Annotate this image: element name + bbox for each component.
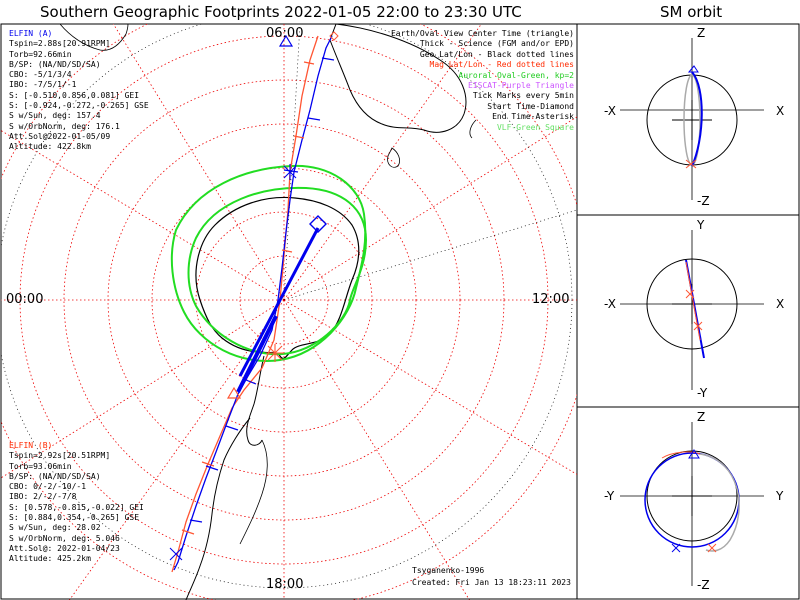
end-asterisk-c-icon [169,547,183,561]
elfin-b-line: S w/OrbNorm, deg: 5.046 [9,533,120,543]
orbit3-top-label: Z [697,410,706,424]
orbit3-left-label: -Y [604,489,615,503]
polar-map [1,24,577,600]
elfin-b-line: Torb=93.06min [9,461,72,471]
legend-item: Mag Lat/Lon - Red dotted lines [429,60,575,70]
legend-item: Earth/Oval View Center Time (triangle) [390,29,574,38]
south-america-coast [185,417,251,600]
legend-item: Start Time-Diamond [487,101,574,111]
created-timestamp: Created: Fri Jan 13 18:23:11 2023 [412,578,571,587]
legend: Earth/Oval View Center Time (triangle) T… [391,29,574,133]
elfin-b-triangle-icon [226,386,242,399]
view-center-triangle-icon [278,34,294,47]
orbit-panel-yz [620,422,764,586]
elfin-b-ticks [181,61,315,535]
elfin-a-ticks [189,57,335,523]
new-zealand-coast [469,119,477,139]
legend-item: Geo Lat/Lon - Black dotted lines [419,49,574,59]
orbit1-right-label: X [776,104,785,118]
orbit-title: SM orbit [660,3,723,21]
elfin-a-header: ELFIN (A) [9,29,53,38]
elfin-a-line: Altitude: 422.8km [9,142,91,152]
legend-item: Tick Marks every 5min [472,91,574,101]
legend-item: EISCAT-Purple Triangle [468,81,574,91]
time-label-bottom: 18:00 [266,577,304,592]
time-label-left: 00:00 [6,292,44,307]
legend-item: Thick - Science (FGM and/or EPD) [419,39,574,49]
patagonia-coast [239,439,268,545]
elfin-a-line: Att.Sol@2022-01-05/09 [9,131,111,141]
peninsula-coast [246,355,265,446]
elfin-a-line: Torb=92.66min [9,49,72,59]
elfin-a-line: IBO: -7/5/1/-1 [9,80,77,90]
tasmania-coast [387,147,400,168]
elfin-b-info: ELFIN (B) Tspin=2.92s[20.51RPM] Torb=93.… [9,441,144,565]
elfin-b-line: Altitude: 425.2km [9,554,91,564]
elfin-a-line: S: [-0.510,0.856,0.081] GEI [9,90,140,100]
elfin-a-line: Tspin=2.88s[20.91RPM] [9,39,111,49]
geo-grid [1,24,577,589]
elfin-b-track [171,35,319,573]
orbit2-bottom-label: -Y [697,386,708,400]
elfin-b-line: Tspin=2.92s[20.51RPM] [9,451,111,461]
orbit-panel-xy [620,230,764,390]
orbit1-top-label: Z [697,26,706,40]
orbit2-left-label: -X [604,297,616,311]
orbit1-left-label: -X [604,104,616,118]
time-label-right: 12:00 [532,292,570,307]
elfin-a-track [173,35,333,571]
elfin-b-header: ELFIN (B) [9,441,53,450]
mag-grid [1,24,577,600]
elfin-a-line: S: [-0.924,-0.272,-0.265] GSE [9,101,149,111]
time-label-top: 06:00 [266,26,304,41]
orbit3-bottom-label: -Z [697,578,710,592]
orbit3-right-label: Y [776,489,784,503]
elfin-a-info: ELFIN (A) Tspin=2.88s[20.91RPM] Torb=92.… [9,29,149,153]
elfin-b-line: Att.Sol@: 2022-01-04/23 [9,543,120,553]
legend-item: Auroral Oval-Green, kp=2 [458,70,574,80]
elfin-a-line: S w/Sun, deg: 157.4 [9,111,101,121]
africa-coast [59,24,129,51]
auroral-oval-outer [170,164,367,362]
end-asterisk-b-icon [266,344,284,362]
science-segment [238,227,320,377]
page-title: Southern Geographic Footprints 2022-01-0… [40,3,522,21]
auroral-oval-inner [187,186,368,356]
orbit2-top-label: Y [697,218,705,232]
legend-item: End Time-Asterisk [492,112,574,122]
start-diamond-b-icon [329,31,339,41]
orbit2-right-label: X [776,297,785,311]
elfin-b-line: CBO: 0/-2/-10/-1 [9,482,87,492]
elfin-b-line: B/SP: (NA/ND/SD/SA) [9,471,101,481]
orbit1-bottom-label: -Z [697,194,710,208]
end-asterisk-a-icon [283,164,297,180]
australia-coast [329,24,467,133]
elfin-b-line: S: [0.884,0.354,-0.265] GSE [9,513,140,523]
elfin-a-line: CBO: -5/1/3/4 [9,70,72,80]
elfin-a-line: B/SP: (NA/ND/SD/SA) [9,59,101,69]
elfin-b-line: S: [0.578,-0.815,-0.022] GEI [9,502,144,512]
start-diamond-icon [309,215,327,233]
elfin-a-line: S w/OrbNorm, deg: 176.1 [9,121,120,131]
science-segment-thick [236,315,278,393]
orbit-frame [576,23,800,600]
elfin-b-line: S w/Sun, deg: 28.02 [9,523,101,533]
model-credit: Tsyganenko-1996 [412,566,485,575]
orbit-panel-xz [620,38,764,200]
legend-item: VLF-Green Square [496,122,574,132]
elfin-b-line: IBO: 2/-2/-7/8 [9,492,77,502]
